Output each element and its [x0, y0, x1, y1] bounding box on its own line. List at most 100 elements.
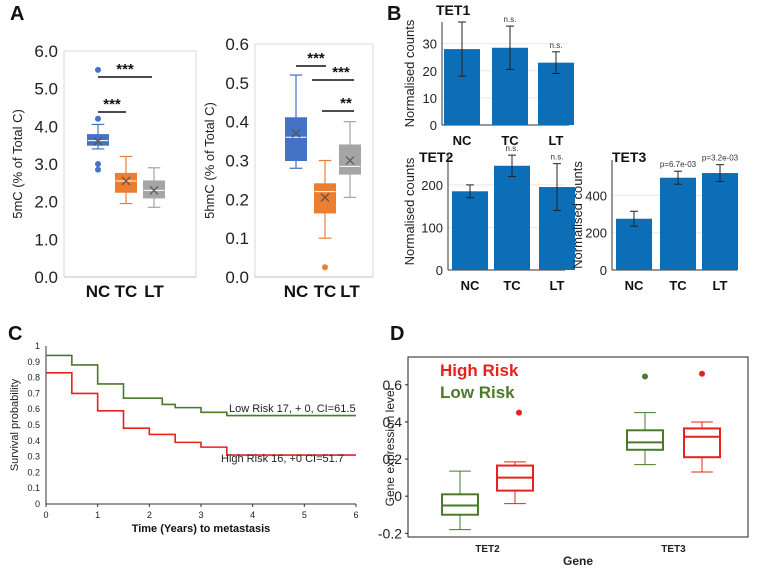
y-tick-label: 100 — [421, 220, 443, 235]
mean-marker — [93, 136, 103, 146]
barchart-b1: TET1 0 10 20 30 Normalised counts NC n.s. TC n.s.… — [402, 2, 574, 148]
y-tick-label: 0 — [600, 263, 607, 278]
x-tick-label: 2 — [147, 510, 152, 520]
box-nc — [285, 117, 307, 161]
y-tick-label: 0.2 — [383, 451, 403, 467]
significance-label: *** — [307, 50, 325, 67]
outlier-point — [95, 161, 101, 167]
y-tick-label: 20 — [423, 64, 437, 79]
bar-annotation: n.s. — [506, 144, 519, 153]
x-tick-label: NC — [625, 278, 644, 293]
bar-annotation: p=3.2e-03 — [702, 154, 739, 163]
y-tick-label: 0.8 — [27, 373, 40, 383]
x-tick-label: TC — [314, 282, 337, 301]
outlier-point — [322, 264, 328, 271]
outlier-point — [516, 409, 522, 416]
box-nc — [87, 134, 109, 146]
y-tick-label: 2.0 — [34, 193, 58, 212]
bar-annotation: n.s. — [504, 15, 517, 24]
y-tick-label: 6.0 — [34, 42, 58, 61]
mean-marker — [320, 192, 330, 202]
y-tick-label: 0.4 — [225, 113, 249, 132]
outlier-point — [95, 166, 101, 173]
box-lt — [339, 144, 361, 175]
y-tick-label: 0.4 — [383, 414, 403, 430]
y-axis-label: 5hmC (% of Total C) — [202, 102, 217, 219]
y-tick-label: 10 — [423, 91, 437, 106]
y-tick-label: 5.0 — [34, 80, 58, 99]
panel-label-d: D — [390, 323, 404, 345]
y-axis-label: 5mC (% of Total C) — [10, 109, 25, 219]
y-tick-label: 0 — [430, 118, 437, 133]
x-tick-label: 5 — [302, 510, 307, 520]
y-tick-label: 0.0 — [225, 268, 249, 287]
y-tick-label: 0.1 — [27, 483, 40, 493]
x-tick-label: TC — [115, 282, 138, 301]
panel-label-b: B — [387, 3, 401, 25]
x-tick-label: 1 — [95, 510, 100, 520]
survival-curve-high-risk — [46, 372, 356, 456]
x-tick-label: 0 — [43, 510, 48, 520]
box-tet3-high-risk — [683, 427, 721, 459]
legend-entry-low-risk: Low Risk — [440, 383, 515, 402]
x-tick-label: 4 — [250, 510, 255, 520]
y-tick-label: 200 — [421, 178, 443, 193]
y-tick-label: 0.6 — [383, 377, 403, 393]
x-tick-label: TET2 — [475, 544, 500, 555]
box-lt — [143, 180, 165, 199]
chart-title: TET2 — [419, 149, 453, 165]
bar-tc — [660, 177, 696, 270]
panel-label-c: C — [8, 323, 22, 345]
y-tick-label: 0 — [436, 263, 443, 278]
y-tick-label: 4.0 — [34, 117, 58, 136]
bar-annotation: p=6.7e-03 — [660, 160, 697, 169]
x-tick-label: NC — [284, 282, 309, 301]
y-tick-label: 0.2 — [27, 467, 40, 477]
y-tick-label: 200 — [585, 226, 607, 241]
chart-title: TET1 — [436, 2, 470, 18]
y-tick-label: 0 — [35, 499, 40, 509]
y-tick-label: 0 — [394, 488, 402, 504]
x-tick-label: 6 — [353, 510, 358, 520]
y-tick-label: 3.0 — [34, 155, 58, 174]
x-axis-label: Time (Years) to metastasis — [132, 523, 271, 535]
significance-label: ** — [340, 95, 352, 112]
y-tick-label: 0.4 — [27, 436, 40, 446]
outlier-point — [95, 115, 101, 122]
outlier-point — [95, 66, 101, 73]
y-tick-label: 1.0 — [34, 230, 58, 249]
y-tick-label: 0.9 — [27, 357, 40, 367]
x-tick-label: LT — [550, 278, 565, 293]
significance-label: *** — [332, 64, 350, 81]
x-tick-label: LT — [713, 278, 728, 293]
survival-chart: 0 0.1 0.2 0.3 0.4 0.5 0.6 0.7 0.8 0.9 1 0 1 2 3 4 5 6 Time… — [9, 341, 359, 535]
y-tick-label: 400 — [585, 188, 607, 203]
y-tick-label: 30 — [423, 37, 437, 52]
plot-frame — [407, 356, 749, 538]
outlier-point — [699, 370, 705, 377]
barchart-b2: TET2 0 100 200 Normalised counts NC n.s. TC n.s.… — [402, 144, 575, 293]
mean-marker — [149, 185, 159, 195]
x-tick-label: LT — [340, 282, 360, 301]
y-tick-label: 0.0 — [34, 268, 58, 287]
x-tick-label: LT — [549, 133, 564, 148]
mean-marker — [121, 176, 131, 186]
y-tick-label: 1 — [35, 341, 40, 351]
chart-title: TET3 — [612, 149, 646, 165]
bar-nc — [452, 191, 488, 270]
x-tick-label: TET3 — [661, 544, 686, 555]
y-tick-label: 0.7 — [27, 388, 40, 398]
series-label: High Risk 16, +0 CI=51.7 — [221, 453, 344, 465]
y-tick-label: 0.3 — [225, 152, 249, 171]
survival-curve-low-risk — [46, 354, 356, 417]
significance-label: *** — [116, 61, 134, 78]
x-tick-label: TC — [503, 278, 521, 293]
x-tick-label: NC — [453, 133, 472, 148]
x-tick-label: TC — [669, 278, 687, 293]
bar-lt — [702, 173, 738, 270]
significance-label: *** — [103, 96, 121, 113]
y-axis-label: Normalised counts — [402, 19, 417, 127]
